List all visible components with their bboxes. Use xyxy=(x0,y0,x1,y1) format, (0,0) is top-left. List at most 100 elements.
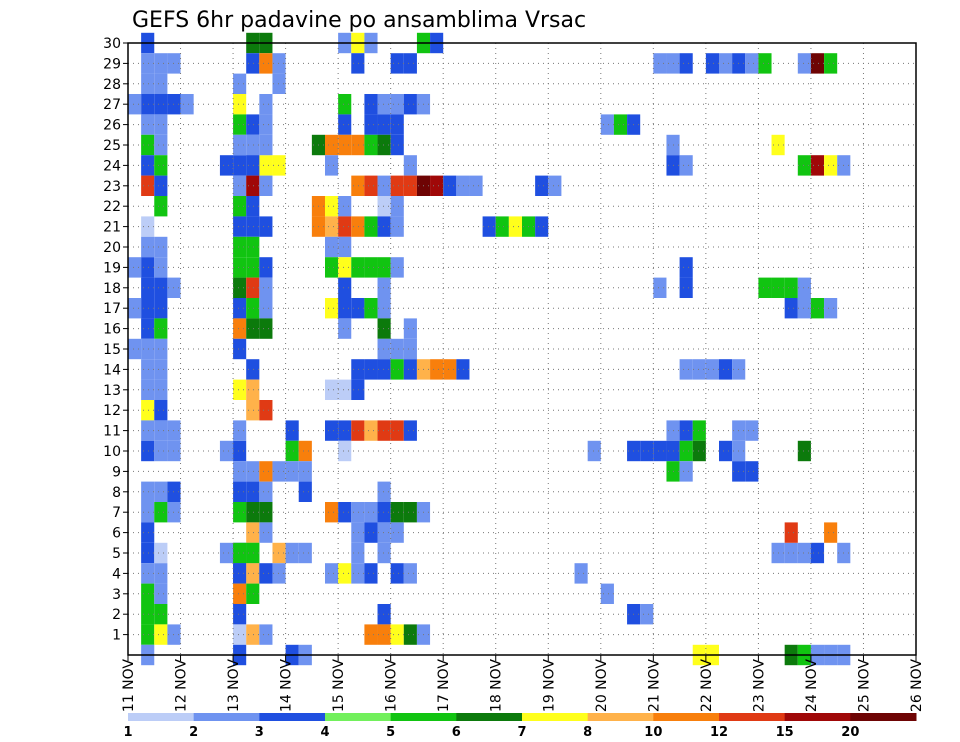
heatmap-cell xyxy=(364,522,378,543)
heatmap-cell xyxy=(325,134,339,156)
heatmap-cell xyxy=(154,563,168,584)
heatmap-cell xyxy=(351,542,365,564)
y-tick-label: 11 xyxy=(103,424,121,440)
heatmap-cell xyxy=(364,420,378,441)
heatmap-cell xyxy=(233,440,247,462)
heatmap-cell xyxy=(219,542,234,564)
heatmap-cell xyxy=(141,420,155,441)
heatmap-cell xyxy=(233,216,247,237)
heatmap-cell xyxy=(259,155,273,176)
heatmap-cell xyxy=(154,114,168,135)
heatmap-cell xyxy=(548,175,562,196)
heatmap-cell xyxy=(259,624,273,645)
heatmap-cell xyxy=(180,94,194,115)
heatmap-cell xyxy=(377,542,391,564)
heatmap-cell xyxy=(403,53,417,74)
heatmap-cell xyxy=(390,338,404,360)
heatmap-cell xyxy=(325,379,339,400)
colorbar-label: 12 xyxy=(710,725,728,740)
heatmap-cell xyxy=(246,481,260,502)
x-tick-label: 21 NOV xyxy=(646,659,662,713)
heatmap-cell xyxy=(141,175,155,196)
heatmap-cell xyxy=(259,318,273,339)
heatmap-cell xyxy=(587,440,601,462)
heatmap-cell xyxy=(338,420,352,441)
heatmap-cell xyxy=(390,196,404,217)
heatmap-cell xyxy=(154,502,168,523)
heatmap-cell xyxy=(390,114,404,135)
heatmap-cell xyxy=(141,604,155,625)
heatmap-cell xyxy=(390,134,404,156)
heatmap-cell xyxy=(246,114,260,135)
heatmap-cell xyxy=(377,338,391,360)
heatmap-cell xyxy=(338,114,352,135)
heatmap-cell xyxy=(233,624,247,645)
heatmap-cell xyxy=(325,420,339,441)
colorbar-swatch xyxy=(456,713,523,721)
heatmap-cell xyxy=(141,583,155,604)
heatmap-cell xyxy=(154,624,168,645)
heatmap-cell xyxy=(141,114,155,135)
heatmap-cell xyxy=(141,277,155,298)
heatmap-cell xyxy=(390,502,404,523)
heatmap-cell xyxy=(246,277,260,298)
heatmap-cell xyxy=(745,461,759,482)
heatmap-cell xyxy=(824,155,838,176)
heatmap-cell xyxy=(246,53,260,74)
heatmap-cell xyxy=(692,440,706,462)
heatmap-cell xyxy=(364,134,378,156)
x-tick-label: 24 NOV xyxy=(804,659,820,713)
heatmap-cell xyxy=(141,624,155,645)
heatmap-cell xyxy=(377,196,391,217)
heatmap-cell xyxy=(456,359,470,380)
heatmap-cell xyxy=(233,563,247,584)
heatmap-cell xyxy=(154,481,168,502)
heatmap-cell xyxy=(141,379,155,400)
heatmap-cell xyxy=(246,216,260,237)
heatmap-cell xyxy=(338,94,352,115)
y-axis: 1234567891011121314151617181920212223242… xyxy=(103,36,128,644)
heatmap-cell xyxy=(430,175,444,196)
heatmap-cell xyxy=(246,379,260,400)
y-tick-label: 22 xyxy=(103,199,121,215)
heatmap-cell xyxy=(298,440,312,462)
heatmap-cell xyxy=(679,359,693,380)
heatmap-cell xyxy=(784,277,798,298)
heatmap-cell xyxy=(246,583,260,604)
heatmap-cell xyxy=(653,440,667,462)
heatmap-cell xyxy=(233,338,247,360)
heatmap-cell xyxy=(600,583,614,604)
heatmap-cell xyxy=(640,604,654,625)
heatmap-cell xyxy=(233,73,247,94)
heatmap-cell xyxy=(233,134,247,156)
heatmap-cell xyxy=(259,461,273,482)
heatmap-cell xyxy=(351,216,365,237)
x-tick-label: 19 NOV xyxy=(541,659,557,713)
heatmap-cell xyxy=(377,114,391,135)
y-tick-label: 26 xyxy=(103,118,121,134)
heatmap-cell xyxy=(128,257,142,278)
heatmap-cell xyxy=(390,94,404,115)
y-tick-label: 29 xyxy=(103,56,121,72)
heatmap-cell xyxy=(338,298,352,319)
heatmap-cell xyxy=(403,624,417,645)
heatmap-cell xyxy=(325,236,339,258)
heatmap-cell xyxy=(141,257,155,278)
y-tick-label: 10 xyxy=(103,444,121,460)
x-tick-label: 17 NOV xyxy=(436,659,452,713)
colorbar-label: 3 xyxy=(255,725,264,740)
heatmap-cell xyxy=(338,236,352,258)
heatmap-cell xyxy=(377,420,391,441)
heatmap-cell xyxy=(692,359,706,380)
heatmap-cell xyxy=(259,216,273,237)
heatmap-cell xyxy=(298,461,312,482)
heatmap-cell xyxy=(403,155,417,176)
y-tick-label: 17 xyxy=(103,301,121,317)
x-tick-label: 26 NOV xyxy=(909,659,925,713)
heatmap-cell xyxy=(128,94,142,115)
heatmap-cell xyxy=(325,155,339,176)
heatmap-cell xyxy=(613,114,628,135)
heatmap-cell xyxy=(233,502,247,523)
heatmap-cell xyxy=(298,481,312,502)
